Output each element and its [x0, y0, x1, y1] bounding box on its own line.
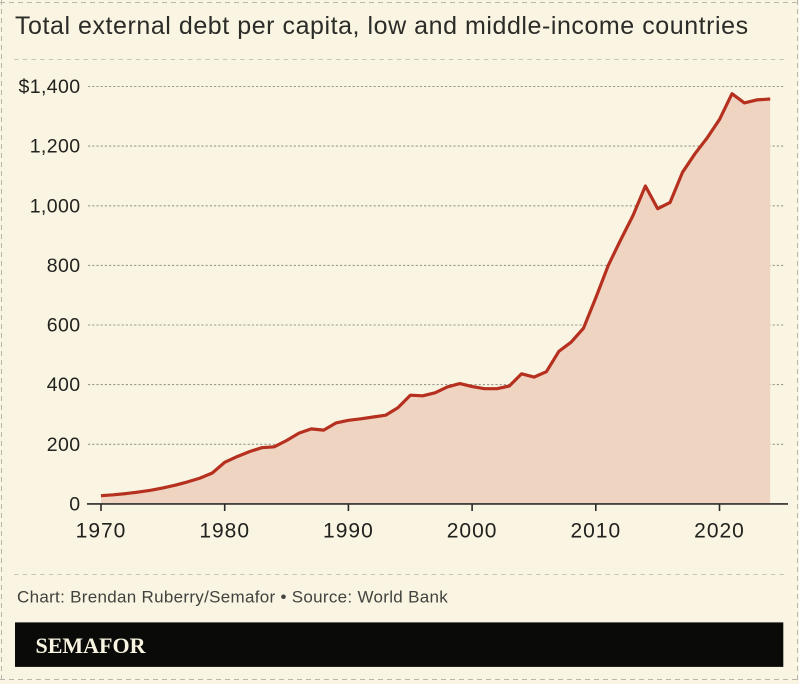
svg-text:2000: 2000 — [447, 520, 498, 543]
svg-text:1,000: 1,000 — [30, 195, 81, 217]
svg-text:800: 800 — [47, 255, 81, 277]
svg-text:0: 0 — [69, 493, 80, 515]
svg-text:2020: 2020 — [694, 520, 745, 543]
svg-text:400: 400 — [47, 374, 81, 396]
svg-text:600: 600 — [47, 315, 81, 337]
svg-text:$1,400: $1,400 — [18, 76, 80, 98]
svg-text:1980: 1980 — [199, 520, 250, 543]
svg-text:Chart: Brendan Ruberry/Semafor: Chart: Brendan Ruberry/Semafor • Source:… — [17, 588, 448, 607]
svg-text:SEMAFOR: SEMAFOR — [36, 633, 147, 658]
svg-text:200: 200 — [47, 434, 81, 456]
svg-text:Total external debt per capita: Total external debt per capita, low and … — [15, 12, 749, 40]
svg-text:1970: 1970 — [76, 520, 127, 543]
svg-text:1990: 1990 — [323, 520, 374, 543]
svg-text:2010: 2010 — [570, 520, 621, 543]
svg-text:1,200: 1,200 — [30, 136, 81, 158]
